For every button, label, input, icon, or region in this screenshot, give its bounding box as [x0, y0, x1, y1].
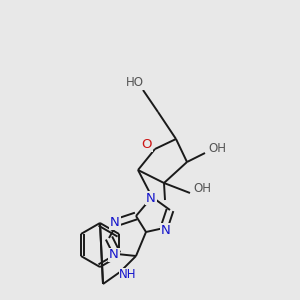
Text: OH: OH [193, 182, 211, 194]
Text: N: N [161, 224, 171, 236]
Text: NH: NH [119, 268, 137, 281]
Text: HO: HO [126, 76, 144, 89]
Text: O: O [142, 139, 152, 152]
Text: N: N [146, 191, 156, 205]
Text: N: N [109, 248, 119, 262]
Text: N: N [110, 217, 120, 230]
Text: OH: OH [208, 142, 226, 154]
